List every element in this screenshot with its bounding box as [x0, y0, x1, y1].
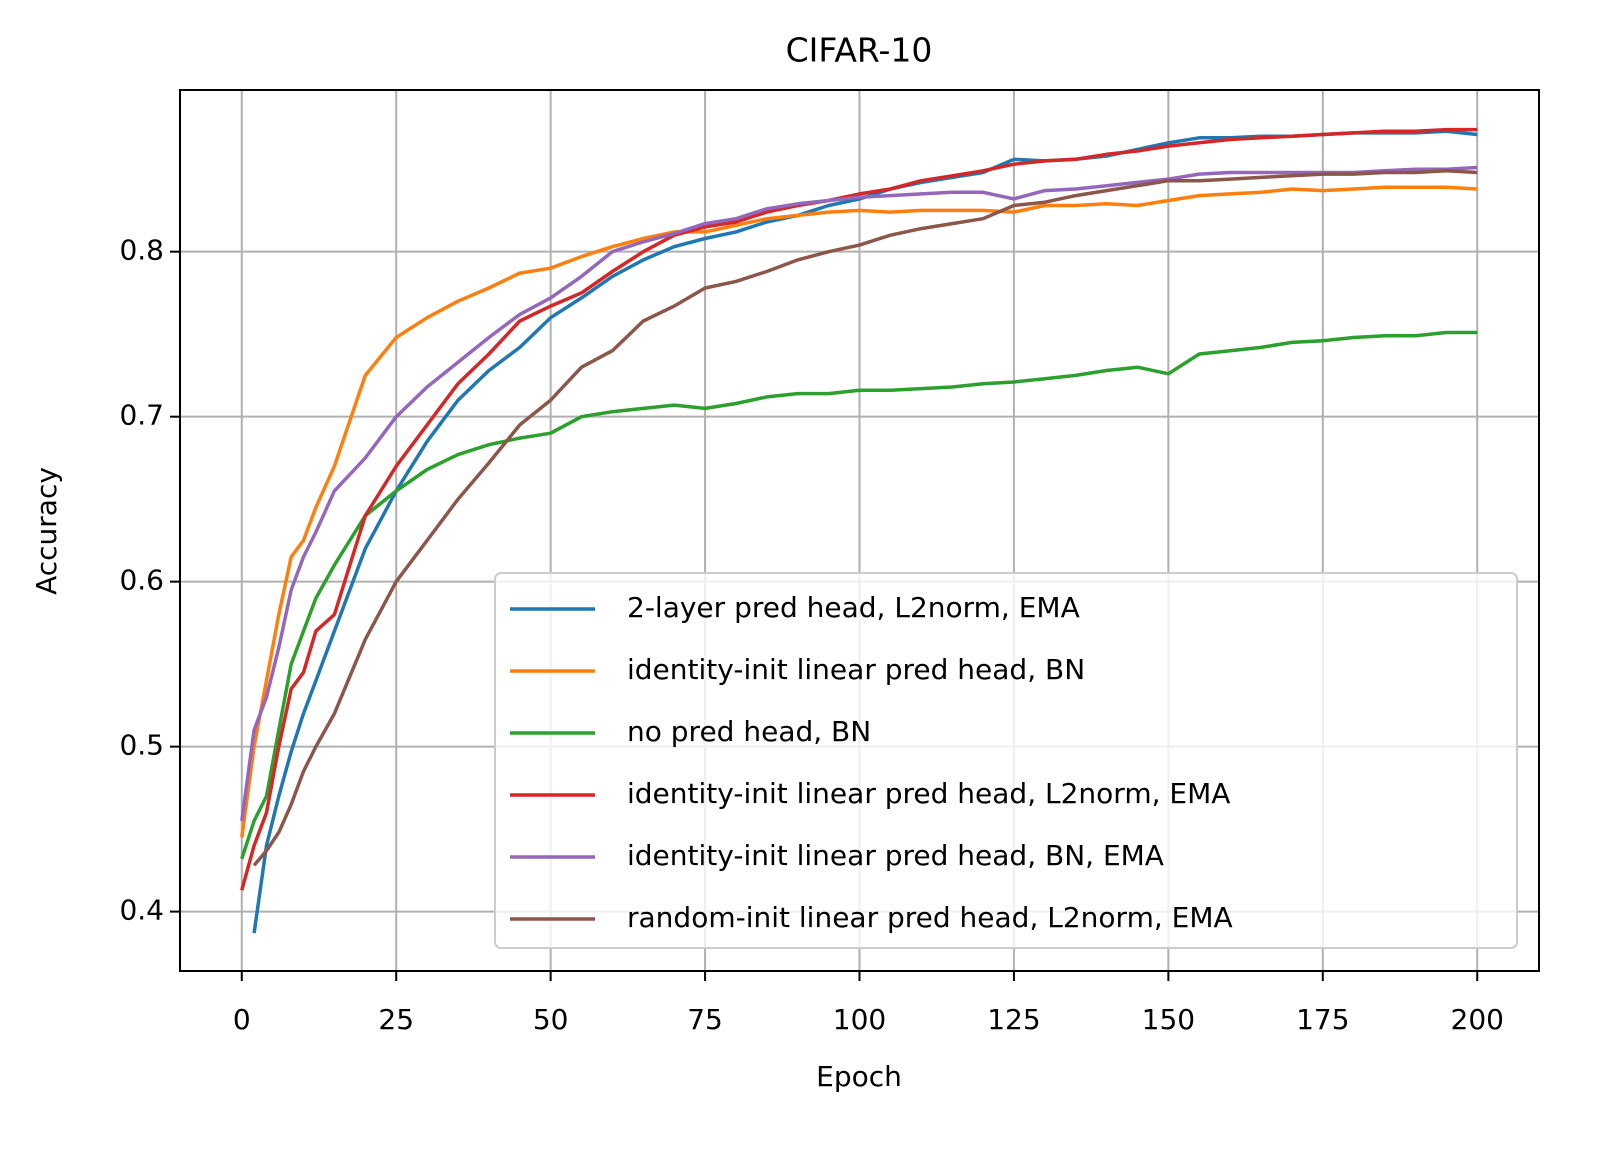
x-tick-label: 175	[1296, 1003, 1349, 1036]
x-tick-label: 25	[378, 1003, 414, 1036]
legend: 2-layer pred head, L2norm, EMA identity-i…	[494, 572, 1518, 949]
legend-label: random-init linear pred head, L2norm, EM…	[627, 901, 1233, 934]
legend-label: identity-init linear pred head, BN, EMA	[627, 839, 1164, 872]
series-line	[240, 330, 1478, 860]
legend-label: no pred head, BN	[627, 715, 871, 748]
y-tick-label: 0.4	[119, 894, 164, 927]
series-line	[240, 185, 1478, 838]
y-axis-label: Accuracy	[30, 467, 63, 595]
legend-label: identity-init linear pred head, L2norm, …	[627, 777, 1230, 810]
legend-label: identity-init linear pred head, BN	[627, 653, 1085, 686]
y-tick-label: 0.5	[119, 729, 164, 762]
x-tick-label: 150	[1142, 1003, 1195, 1036]
x-tick-label: 75	[687, 1003, 723, 1036]
chart-title: CIFAR-10	[786, 31, 933, 70]
x-tick-label: 50	[533, 1003, 569, 1036]
x-tick-label: 100	[833, 1003, 886, 1036]
x-tick-label: 125	[987, 1003, 1040, 1036]
y-tick-label: 0.7	[119, 399, 164, 432]
x-tick-label: 0	[233, 1003, 251, 1036]
legend-box	[494, 572, 1518, 949]
series-line	[240, 165, 1478, 822]
x-axis-label: Epoch	[816, 1060, 902, 1093]
series-line	[252, 169, 1478, 867]
x-tick-label: 200	[1451, 1003, 1504, 1036]
y-tick-label: 0.8	[119, 234, 164, 267]
legend-label: 2-layer pred head, L2norm, EMA	[627, 591, 1080, 624]
axes-frame	[179, 89, 1540, 972]
y-tick-label: 0.6	[119, 564, 164, 597]
